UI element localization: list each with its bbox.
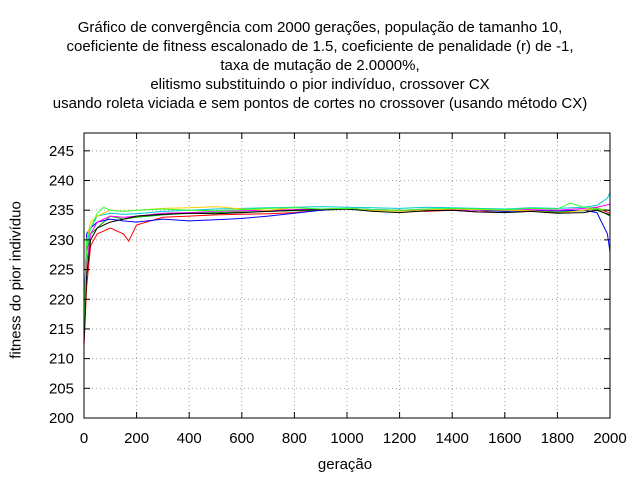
x-tick-label: 800 <box>282 430 307 447</box>
axes: 0 200 400 600 800 1000 1200 1400 1600 1800 2000 200… <box>49 132 627 447</box>
series-line-4 <box>83 203 611 341</box>
x-tick-label: 1200 <box>383 430 416 447</box>
y-tick-label: 240 <box>49 173 74 190</box>
chart-title: Gráfico de convergência com 2000 geraçõe… <box>0 18 640 113</box>
series-line-3 <box>83 207 611 324</box>
y-tick-label: 215 <box>49 321 74 338</box>
y-tick-label: 245 <box>49 143 74 160</box>
x-tick-label: 0 <box>80 430 88 447</box>
y-tick-label: 230 <box>49 232 74 249</box>
x-tick-label: 1600 <box>488 430 521 447</box>
chart-title-line: elitismo substituindo o pior indivíduo, … <box>150 76 490 93</box>
y-tick-label: 210 <box>49 351 74 368</box>
x-axis-label: geração <box>317 456 373 473</box>
x-tick-label: 1400 <box>436 430 469 447</box>
series-line-5 <box>83 192 611 329</box>
x-tick-label: 1000 <box>330 430 363 447</box>
series-line-2 <box>83 208 611 335</box>
chart-title-line: usando roleta viciada e sem pontos de co… <box>52 95 588 112</box>
x-tick-label: 1800 <box>541 430 574 447</box>
y-tick-label: 225 <box>49 262 74 279</box>
y-tick-label: 205 <box>49 380 74 397</box>
chart-title-line: coeficiente de fitness escalonado de 1.5… <box>66 38 574 55</box>
series-line-7 <box>83 208 611 341</box>
grid-lines <box>84 133 610 418</box>
y-tick-label: 200 <box>49 410 74 427</box>
chart-title-line: Gráfico de convergência com 2000 geraçõe… <box>77 19 563 36</box>
series-line-8 <box>83 202 611 329</box>
y-axis-label: fitness do pior indivíduo <box>7 201 25 359</box>
plot-frame <box>83 132 611 419</box>
chart-title-line: taxa de mutação de 2.0000%, <box>220 57 420 74</box>
x-tick-label: 2000 <box>593 430 626 447</box>
y-tick-label: 220 <box>49 291 74 308</box>
series-lines <box>83 192 611 347</box>
x-tick-label: 400 <box>177 430 202 447</box>
y-tick-label: 235 <box>49 202 74 219</box>
x-tick-label: 600 <box>229 430 254 447</box>
x-tick-label: 200 <box>124 430 149 447</box>
